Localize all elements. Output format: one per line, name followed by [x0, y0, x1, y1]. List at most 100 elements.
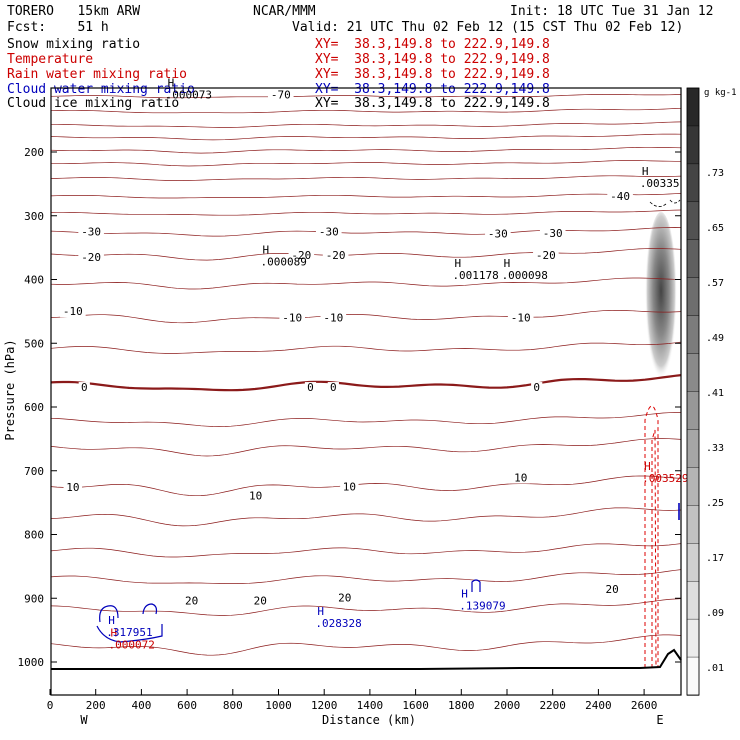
- temperature-contour-line: [50, 309, 682, 324]
- colorbar-tick-label: .49: [706, 333, 724, 344]
- colorbar-cell: [686, 391, 700, 431]
- temperature-label: 10: [66, 481, 79, 494]
- temperature-label: 0: [81, 381, 88, 394]
- temperature-label-bg: [507, 312, 534, 324]
- maximum-value: .000072: [109, 639, 155, 652]
- temperature-label: -40: [610, 190, 630, 203]
- temperature-label: -30: [543, 227, 563, 240]
- temperature-label: 0: [533, 381, 540, 394]
- temperature-contour-line: [50, 412, 681, 427]
- colorbar-cell: [686, 87, 700, 127]
- maximum-marker: H: [642, 165, 649, 178]
- init-time: Init: 18 UTC Tue 31 Jan 12: [510, 4, 714, 19]
- colorbar-tick-label: .73: [706, 168, 724, 179]
- temperature-label: -20: [536, 249, 556, 262]
- y-tick-label: 500: [24, 337, 44, 350]
- x-tick-label: 1600: [402, 699, 429, 712]
- temperature-contour-line: [50, 94, 682, 99]
- center-title: NCAR/MMM: [253, 4, 316, 19]
- colorbar-tick-label: .17: [706, 553, 724, 564]
- field-xy-snow: XY= 38.3,149.8 to 222.9,149.8: [315, 37, 550, 52]
- field-name-cloud-water: Cloud water mixing ratio: [7, 82, 195, 97]
- temperature-contour-line: [50, 227, 682, 237]
- terrain-line: [51, 648, 682, 670]
- maximum-marker: H: [461, 588, 468, 601]
- west-label: W: [80, 713, 88, 727]
- maximum-value: .317951: [106, 626, 152, 639]
- temperature-label-bg: [78, 226, 104, 238]
- temperature-contour-line: [50, 277, 682, 290]
- temperature-label-bg: [63, 482, 83, 494]
- colorbar-cell: [686, 125, 700, 165]
- temperature-label-bg: [340, 481, 359, 493]
- temperature-label-bg: [607, 190, 633, 202]
- temperature-label-bg: [288, 250, 315, 262]
- colorbar-cell: [686, 239, 700, 279]
- temperature-label-bg: [182, 595, 201, 607]
- temperature-contour-line: [50, 507, 682, 527]
- temperature-label: 20: [605, 583, 618, 596]
- rain-water-contour: [651, 429, 657, 669]
- x-tick-label: 2600: [631, 699, 658, 712]
- temperature-contour-line: [50, 175, 682, 181]
- colorbar-cell: [686, 163, 700, 203]
- maximum-value: .000089: [261, 255, 307, 268]
- valid-time: Valid: 21 UTC Thu 02 Feb 12 (15 CST Thu …: [292, 20, 684, 35]
- temperature-label: -30: [81, 226, 101, 239]
- temperature-label-bg: [511, 472, 530, 484]
- maximum-value: .003529: [642, 472, 688, 485]
- temperature-label: 20: [185, 595, 198, 608]
- east-label: E: [656, 713, 663, 727]
- temperature-label: 10: [249, 489, 262, 502]
- x-tick-label: 1800: [448, 699, 475, 712]
- contour-labels: -70 -40 -30 -30 -30 -30 -20 -20 -20 -20 -10 -10 -10 -…: [60, 76, 688, 652]
- temperature-label-bg: [279, 312, 306, 324]
- temperature-contour-line: [50, 209, 682, 216]
- maximum-marker: H: [111, 627, 118, 640]
- temperature-label-bg: [60, 306, 86, 318]
- temperature-label-bg: [267, 89, 294, 101]
- y-tick-label: 300: [24, 210, 44, 223]
- temperature-contour-line: [50, 543, 682, 558]
- colorbar-tick-label: .41: [706, 388, 724, 399]
- field-name-temperature: Temperature: [7, 52, 94, 67]
- colorbar-tick-label: .25: [706, 498, 724, 509]
- temperature-contour-line: [50, 193, 682, 199]
- y-tick-label: 700: [24, 465, 44, 478]
- temperature-contour-line: [50, 248, 682, 261]
- temperature-label: -30: [319, 226, 339, 239]
- temperature-label-bg: [320, 312, 347, 324]
- temperature-contour-line: [50, 569, 682, 584]
- temperature-label-bg: [327, 382, 339, 394]
- colorbar-cell: [686, 467, 700, 507]
- colorbar-tick-label: .01: [706, 663, 724, 674]
- maximum-value: .000098: [502, 269, 548, 282]
- maximum-value: .000073: [166, 88, 212, 101]
- temperature-label-bg: [485, 228, 511, 240]
- maximum-marker: H: [454, 257, 461, 270]
- temperature-label-bg: [78, 252, 104, 264]
- maximum-value: .139079: [459, 600, 505, 613]
- temperature-label-bg: [531, 382, 543, 394]
- temperature-label: 10: [514, 472, 527, 485]
- temperature-label-bg: [335, 592, 354, 604]
- colorbar-cell: [686, 580, 700, 620]
- temperature-contour-line: [50, 374, 682, 392]
- maximum-value: .001178: [452, 269, 498, 282]
- colorbar-cell: [686, 277, 700, 317]
- snow-shading: [645, 212, 677, 388]
- temperature-contour-line: [50, 438, 682, 457]
- field-xy-rain: XY= 38.3,149.8 to 222.9,149.8: [315, 67, 550, 82]
- y-tick-label: 1000: [18, 656, 45, 669]
- temperature-label: -10: [282, 312, 302, 325]
- cloud-ice-contour: [649, 199, 681, 207]
- temperature-label-bg: [78, 382, 90, 394]
- temperature-label: -10: [323, 312, 343, 325]
- maximum-marker: H: [644, 460, 651, 473]
- y-tick-label: 600: [24, 401, 44, 414]
- x-tick-label: 600: [177, 699, 197, 712]
- temperature-label: -20: [291, 249, 311, 262]
- temperature-contours: [50, 94, 682, 656]
